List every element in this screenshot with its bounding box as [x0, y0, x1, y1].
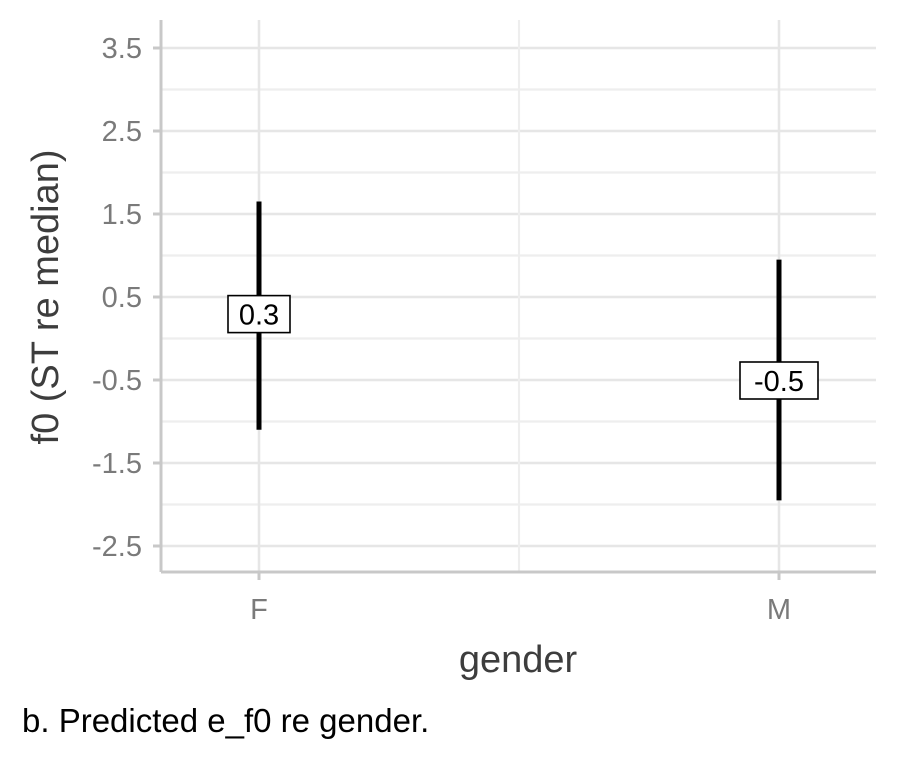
y-tick-label: 3.5 — [102, 33, 142, 65]
axes: 3.5 2.5 1.5 0.5 -0.5 -1.5 -2.5 F M — [92, 20, 876, 626]
figure-caption: b. Predicted e_f0 re gender. — [22, 702, 429, 740]
y-tick-label: -0.5 — [92, 365, 142, 397]
y-tick-label: -1.5 — [92, 448, 142, 480]
labels: 0.3 -0.5 — [228, 296, 818, 399]
y-tick-label: 0.5 — [102, 282, 142, 314]
y-tick-label: 2.5 — [102, 116, 142, 148]
x-axis-title: gender — [459, 639, 578, 681]
y-axis-title: f0 (ST re median) — [25, 150, 67, 445]
chart: 3.5 2.5 1.5 0.5 -0.5 -1.5 -2.5 F M 0.3 -0.5 gende… — [0, 0, 900, 690]
y-tick-label: -2.5 — [92, 531, 142, 563]
x-tick-label: M — [767, 594, 791, 626]
data-label: 0.3 — [239, 300, 279, 332]
data-label: -0.5 — [754, 366, 804, 398]
x-tick-label: F — [250, 594, 268, 626]
y-tick-label: 1.5 — [102, 199, 142, 231]
